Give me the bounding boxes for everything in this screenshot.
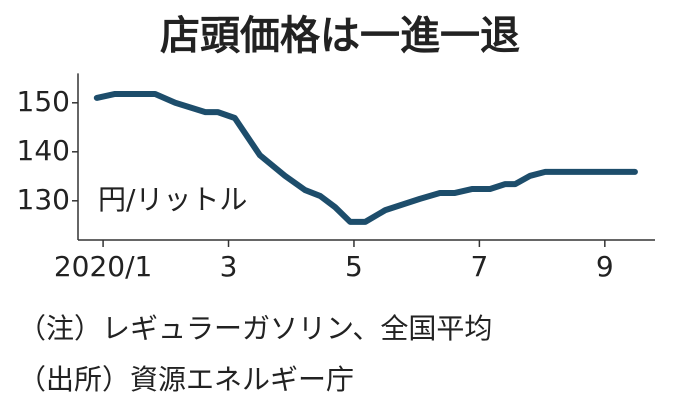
x-tick-label: 2020/1 — [54, 250, 153, 283]
y-tick-label: 130 — [17, 183, 70, 216]
y-tick-label: 150 — [17, 85, 70, 118]
x-tick-label: 5 — [345, 250, 363, 283]
x-tick-label: 9 — [596, 250, 614, 283]
note: （出所）資源エネルギー庁 — [18, 363, 354, 396]
x-tick-label: 3 — [220, 250, 238, 283]
price-line — [93, 90, 638, 225]
y-tick-label: 140 — [17, 134, 70, 167]
unit-label: 円/リットル — [98, 183, 247, 216]
note: （注）レギュラーガソリン、全国平均 — [18, 312, 492, 345]
chart-title: 店頭価格は一進一退 — [160, 13, 520, 59]
x-tick-label: 7 — [470, 250, 488, 283]
